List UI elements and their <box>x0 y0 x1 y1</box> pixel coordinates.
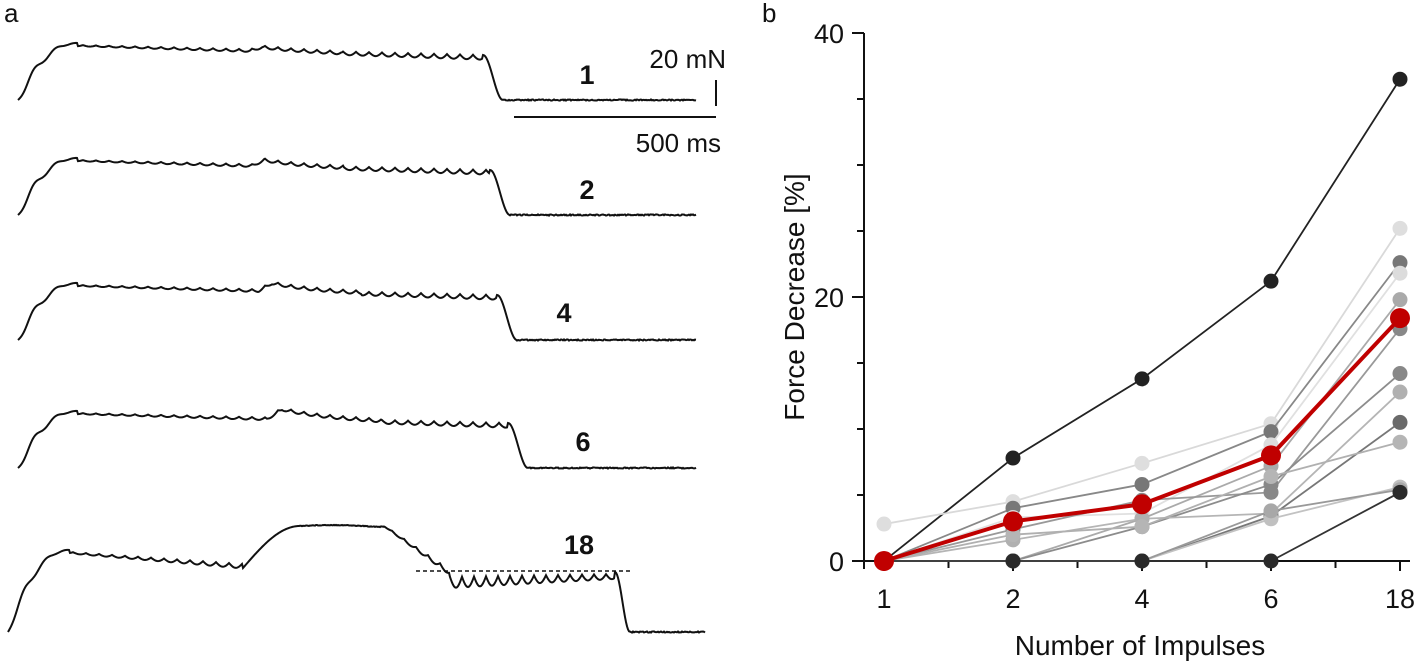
data-point <box>1263 273 1279 289</box>
scale-time-label: 500 ms <box>636 128 721 158</box>
y-tick-label: 40 <box>814 19 844 49</box>
series-lines <box>876 71 1408 569</box>
data-point <box>1134 476 1150 492</box>
data-point <box>1392 265 1408 281</box>
y-tick-label: 0 <box>829 547 844 577</box>
panel-a-letter: a <box>4 0 19 28</box>
force-trace-6 <box>17 408 697 470</box>
y-tick-label: 20 <box>814 283 844 313</box>
x-tick-label: 4 <box>1134 584 1149 614</box>
data-point <box>1392 220 1408 236</box>
trace-label-6: 6 <box>575 427 590 457</box>
mean-point <box>1261 445 1281 466</box>
y-axis-title: Force Decrease [%] <box>779 173 810 420</box>
data-point <box>1263 553 1279 569</box>
data-point <box>1134 553 1150 569</box>
trace-label-18: 18 <box>564 530 594 560</box>
force-trace-1 <box>17 41 697 102</box>
data-point <box>1392 484 1408 500</box>
panel-b-letter: b <box>762 0 776 28</box>
data-point <box>1392 71 1408 87</box>
x-tick-label: 6 <box>1263 584 1278 614</box>
data-point <box>1392 384 1408 400</box>
axes: 0 20 40 1 2 4 6 18 <box>814 19 1415 614</box>
data-point <box>1392 414 1408 430</box>
trace-label-1: 1 <box>579 60 594 90</box>
scale-bar: 20 mN 500 ms <box>514 44 726 158</box>
data-point <box>1134 455 1150 471</box>
mean-point <box>1390 308 1410 329</box>
traces-group: 1 2 4 6 18 <box>7 41 706 634</box>
trace-label-2: 2 <box>579 175 594 205</box>
mean-point <box>874 551 894 571</box>
panel-b-chart: b 0 20 40 1 2 4 6 18 Number of Impulses Force D… <box>762 0 1415 661</box>
data-point <box>1005 553 1021 569</box>
scale-force-label: 20 mN <box>649 44 726 74</box>
data-point <box>1392 255 1408 271</box>
mean-point <box>1003 511 1023 532</box>
x-tick-label: 18 <box>1385 584 1415 614</box>
trace-label-4: 4 <box>556 298 571 328</box>
data-point <box>1263 503 1279 519</box>
data-point <box>1392 292 1408 308</box>
force-trace-4 <box>17 281 697 342</box>
panel-a-force-traces: a 1 2 4 6 18 20 mN 500 ms <box>4 0 726 634</box>
mean-point <box>1132 494 1152 515</box>
data-point <box>1392 366 1408 382</box>
data-point <box>1134 371 1150 387</box>
force-trace-2 <box>17 156 697 217</box>
data-point <box>1392 434 1408 450</box>
data-point <box>876 516 892 532</box>
data-point <box>1263 469 1279 485</box>
data-point <box>1005 450 1021 466</box>
data-point <box>1005 527 1021 543</box>
series-markers <box>874 308 1410 571</box>
data-point <box>1263 424 1279 440</box>
data-point <box>1134 519 1150 535</box>
x-axis-title: Number of Impulses <box>1015 630 1266 661</box>
force-trace-18 <box>7 523 706 634</box>
x-tick-label: 1 <box>876 584 891 614</box>
x-tick-label: 2 <box>1005 584 1020 614</box>
